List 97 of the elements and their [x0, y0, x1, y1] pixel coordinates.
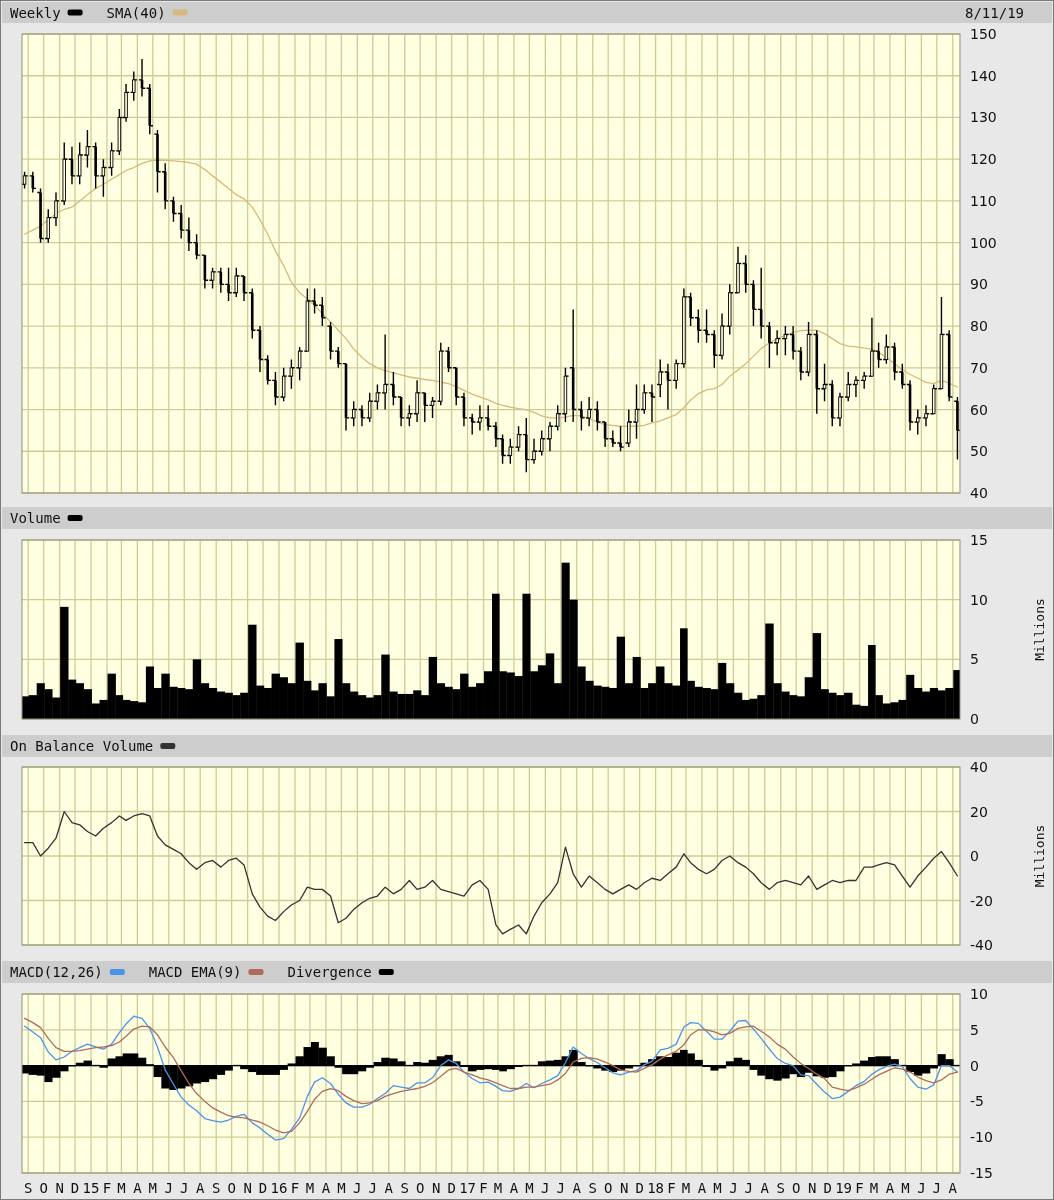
legend-label: MACD(12,26): [10, 964, 103, 980]
x-tick-label: A: [509, 1180, 519, 1196]
legend-label: Divergence: [287, 964, 372, 980]
x-tick-label: D: [823, 1180, 832, 1196]
y-tick-label: -5: [970, 1093, 984, 1110]
y-tick-label: 110: [970, 192, 997, 209]
x-tick-label: N: [807, 1180, 817, 1196]
x-tick-label: M: [337, 1180, 346, 1196]
x-tick-label: S: [211, 1180, 221, 1196]
x-tick-label: J: [744, 1180, 754, 1196]
y-tick-label: 130: [970, 109, 997, 126]
y-tick-label: 20: [970, 803, 988, 820]
legend-label: Volume: [10, 510, 61, 526]
y-tick-label: 100: [970, 234, 997, 251]
x-tick-label: D: [447, 1180, 456, 1196]
x-tick-label: M: [493, 1180, 503, 1196]
x-tick-label: O: [603, 1180, 613, 1196]
y-tick-label: 70: [970, 359, 988, 376]
y-tick-label: 120: [970, 151, 997, 168]
x-tick-label: F: [667, 1180, 676, 1196]
x-tick-label: J: [368, 1180, 377, 1196]
x-tick-label: M: [713, 1180, 722, 1196]
x-tick-label: D: [635, 1180, 644, 1196]
x-tick-label: F: [855, 1180, 864, 1196]
x-tick-label: J: [353, 1180, 362, 1196]
y-tick-label: 80: [970, 318, 988, 335]
x-tick-label: S: [776, 1180, 785, 1196]
x-tick-label: S: [23, 1180, 33, 1196]
legend-label: On Balance Volume: [10, 738, 154, 754]
x-tick-label: N: [431, 1180, 441, 1196]
y-tick-label: 10: [970, 986, 988, 1002]
x-tick-label: 18: [647, 1180, 664, 1196]
x-tick-label: A: [572, 1180, 582, 1196]
x-tick-label: M: [525, 1180, 534, 1196]
y-tick-label: 90: [970, 276, 988, 293]
x-tick-label: J: [932, 1180, 942, 1196]
y-tick-label: 50: [970, 443, 988, 460]
x-tick-label: O: [415, 1180, 425, 1196]
x-tick-label: F: [290, 1180, 300, 1196]
x-tick-label: A: [384, 1180, 394, 1196]
x-tick-label: A: [133, 1180, 143, 1196]
legend-label: Weekly: [10, 4, 61, 21]
y-tick-label: 0: [970, 1057, 979, 1074]
x-tick-label: M: [681, 1180, 691, 1196]
x-tick-label: J: [180, 1180, 189, 1196]
x-tick-label: M: [901, 1180, 910, 1196]
y-tick-label: 5: [970, 1021, 979, 1038]
x-tick-label: O: [791, 1180, 801, 1196]
x-tick-label: D: [258, 1180, 268, 1196]
x-tick-label: 19: [835, 1180, 853, 1196]
x-tick-label: A: [885, 1180, 895, 1196]
x-tick-label: J: [556, 1180, 566, 1196]
y-tick-label: 15: [970, 532, 988, 548]
y-tick-label: 40: [970, 485, 988, 501]
x-tick-label: O: [227, 1180, 236, 1196]
x-tick-label: J: [164, 1180, 174, 1196]
y-tick-label: -20: [970, 892, 993, 909]
x-tick-label: M: [148, 1180, 158, 1196]
y-tick-label: 40: [970, 759, 988, 775]
legend-label: SMA(40): [106, 4, 166, 21]
x-tick-label: S: [588, 1180, 597, 1196]
x-tick-label: F: [102, 1180, 112, 1196]
x-tick-label: J: [729, 1180, 738, 1196]
x-tick-label: A: [948, 1180, 958, 1196]
x-tick-label: M: [305, 1180, 315, 1196]
x-tick-label: A: [196, 1180, 206, 1196]
x-tick-label: J: [541, 1180, 550, 1196]
x-tick-label: N: [55, 1180, 64, 1196]
y-axis-title: Millions: [1031, 824, 1047, 888]
y-tick-label: 140: [970, 67, 997, 84]
x-tick-label: A: [697, 1180, 707, 1196]
x-tick-label: A: [760, 1180, 770, 1196]
x-tick-label: 15: [82, 1180, 100, 1196]
y-tick-label: 60: [970, 401, 988, 418]
x-tick-label: M: [869, 1180, 879, 1196]
x-tick-label: S: [400, 1180, 409, 1196]
x-tick-label: N: [243, 1180, 252, 1196]
y-tick-label: 150: [970, 26, 997, 42]
y-tick-label: 10: [970, 591, 988, 608]
x-tick-label: O: [39, 1180, 48, 1196]
x-tick-label: J: [917, 1180, 926, 1196]
x-tick-label: D: [70, 1180, 80, 1196]
legend-label: MACD EMA(9): [148, 964, 242, 980]
y-tick-label: -10: [970, 1129, 993, 1146]
y-tick-label: 0: [970, 711, 979, 727]
x-tick-label: M: [117, 1180, 126, 1196]
x-tick-label: A: [321, 1180, 331, 1196]
y-tick-label: -40: [970, 937, 993, 953]
x-tick-label: F: [479, 1180, 488, 1196]
y-tick-label: 0: [970, 848, 979, 864]
x-tick-label: N: [619, 1180, 629, 1196]
x-tick-label: 17: [459, 1180, 476, 1196]
y-axis-title: Millions: [1031, 598, 1047, 661]
x-tick-label: 16: [270, 1180, 288, 1196]
y-tick-label: 5: [970, 651, 979, 668]
text: 8/11/19: [964, 4, 1024, 21]
y-tick-label: -15: [970, 1165, 993, 1181]
